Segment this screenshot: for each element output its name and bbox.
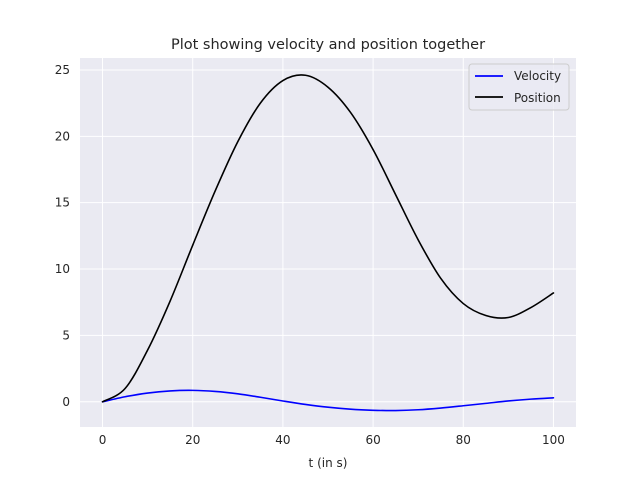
x-tick-label: 80 — [456, 433, 471, 447]
y-tick-label: 0 — [62, 395, 70, 409]
x-tick-label: 0 — [99, 433, 107, 447]
x-tick-label: 100 — [542, 433, 565, 447]
grid — [80, 58, 576, 427]
legend: Velocity Position — [468, 63, 570, 111]
y-tick-label: 20 — [55, 129, 70, 143]
legend-label-velocity: Velocity — [514, 69, 561, 83]
y-tick-label: 5 — [62, 328, 70, 342]
y-tick-label: 15 — [55, 196, 70, 210]
plot-area — [80, 58, 576, 427]
y-tick-label: 25 — [55, 63, 70, 77]
x-tick-label: 60 — [365, 433, 380, 447]
x-axis-label: t (in s) — [309, 456, 348, 470]
x-tick-label: 20 — [185, 433, 200, 447]
y-tick-label: 10 — [55, 262, 70, 276]
chart-title: Plot showing velocity and position toget… — [171, 37, 485, 53]
series-lines — [101, 74, 555, 412]
series-line-velocity — [101, 389, 555, 412]
x-tick-labels: 0 20 40 60 80 100 — [99, 433, 565, 447]
y-tick-labels: 0 5 10 15 20 25 — [55, 63, 70, 409]
x-tick-label: 40 — [275, 433, 290, 447]
series-line-position — [101, 74, 555, 403]
legend-label-position: Position — [514, 91, 561, 105]
